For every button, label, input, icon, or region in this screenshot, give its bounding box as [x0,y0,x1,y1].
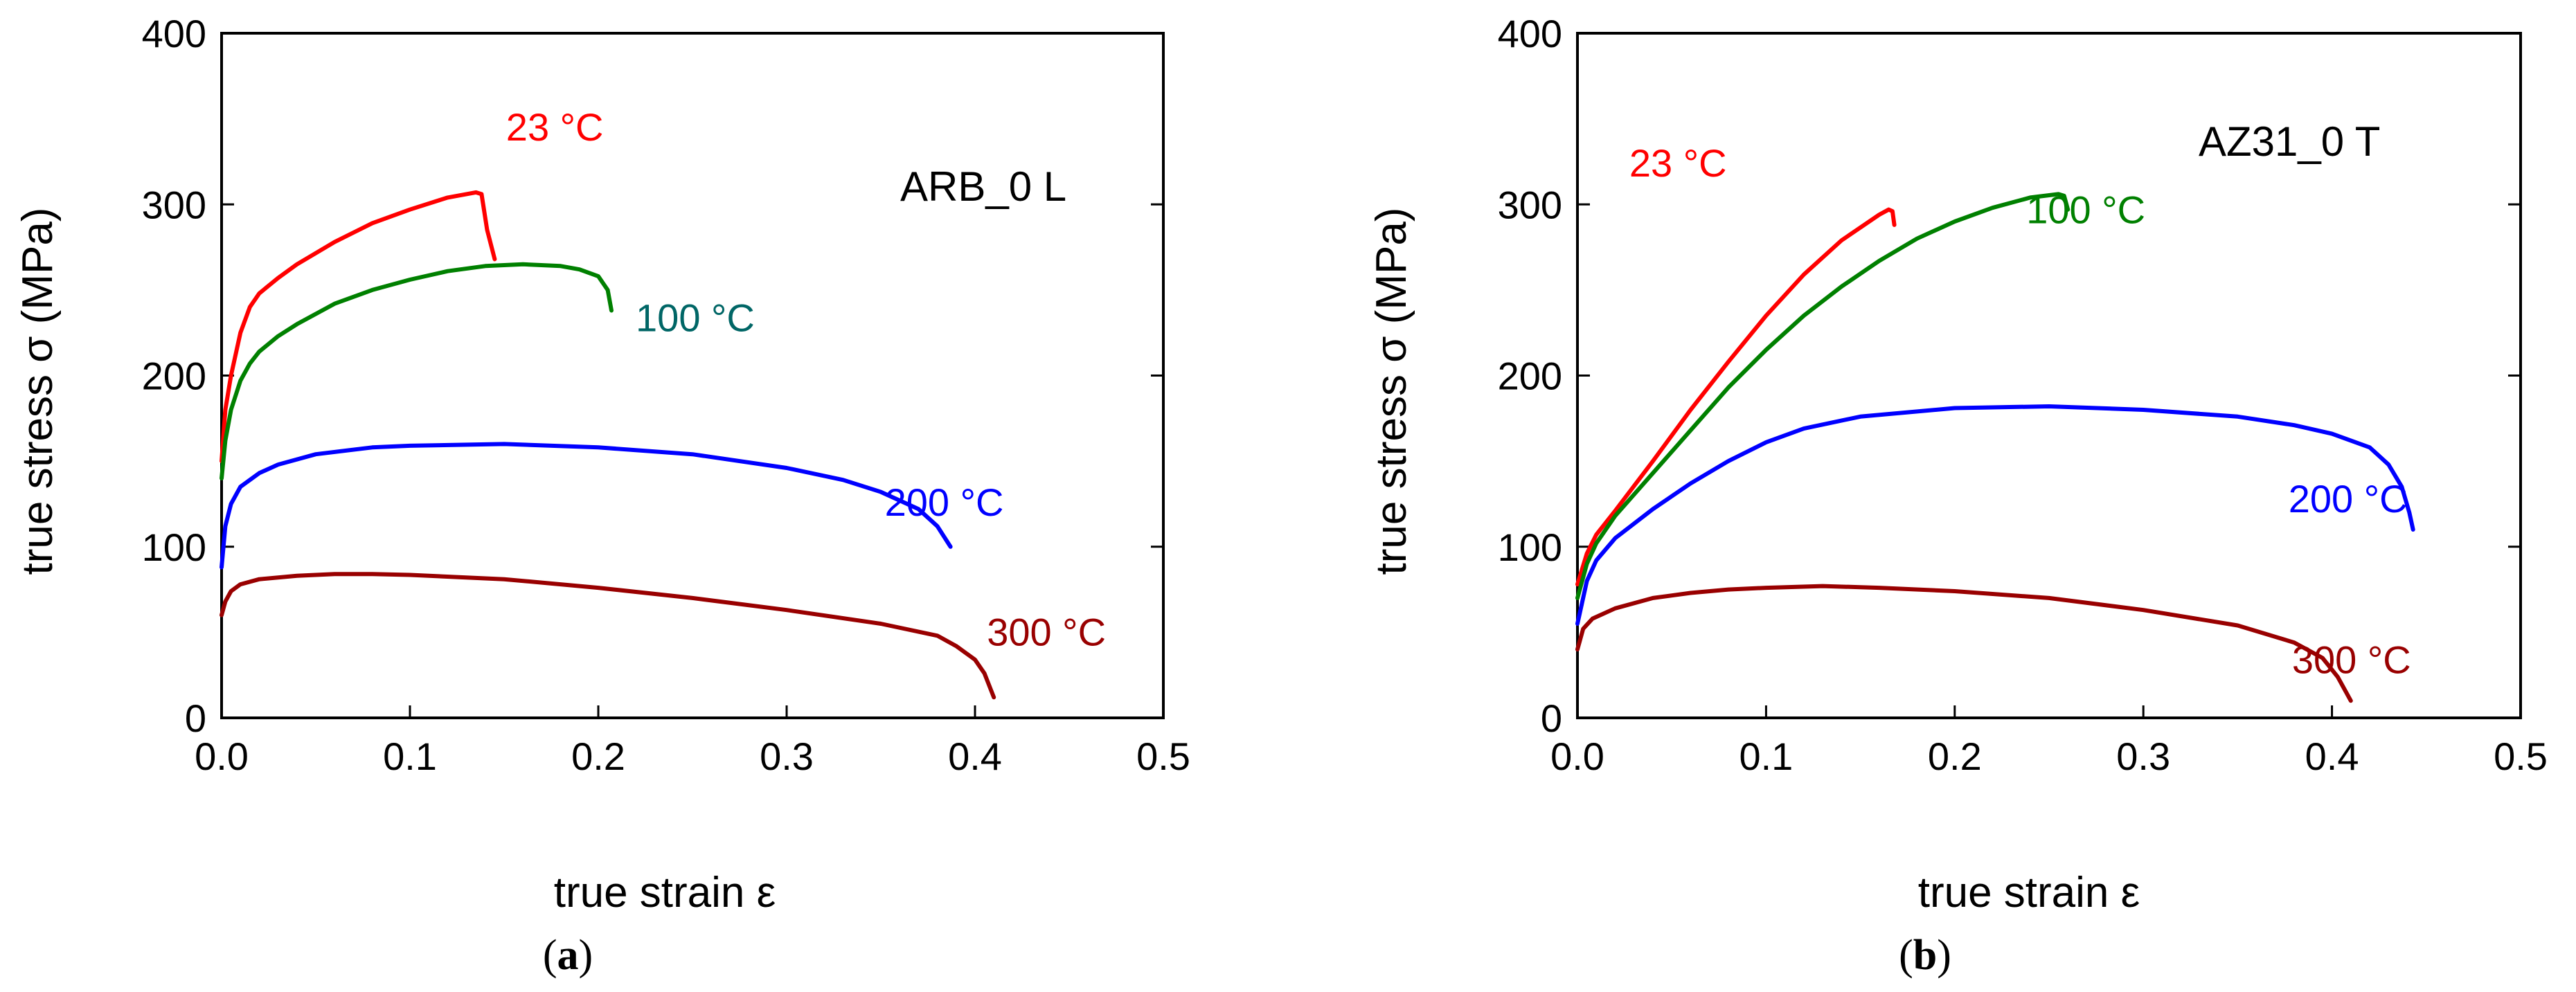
panel-b-x-tick-label: 0.1 [1739,734,1793,778]
panel-a-x-tick-label: 0.2 [571,734,625,778]
panel-b-series-label: 200 °C [2289,477,2408,521]
panel-a-y-tick-label: 100 [142,525,206,569]
panel-b-x-axis-title: true strain ε [1918,869,2140,917]
panel-a-series-line [220,442,953,570]
panel-a-series-label: 23 °C [506,105,604,149]
panel-a-y-tick-label: 0 [185,696,206,740]
panel-a-chart: ARB_0 L true strain ε true stress σ (MPa… [14,12,1190,979]
panel-b-series-line [1575,584,2353,703]
panel-b-series-line [1575,192,2070,600]
panel-b-y-tick-label: 0 [1541,696,1562,740]
panel-a-x-tick-label: 0.4 [948,734,1002,778]
panel-b-x-tick-label: 0.2 [1928,734,1982,778]
panel-a-y-tick-label: 400 [142,12,206,55]
panel-b-label: AZ31_0 T [2199,118,2380,165]
panel-b-x-tick-label: 0.0 [1550,734,1604,778]
panel-a-series-label: 200 °C [885,480,1004,524]
panel-a-y-tick-label: 300 [142,183,206,226]
panel-b-y-tick-label: 400 [1498,12,1562,55]
panel-b-y-tick-label: 200 [1498,354,1562,398]
panel-a-x-tick-label: 0.0 [195,734,249,778]
panel-b-x-tick-label: 0.4 [2305,734,2359,778]
panel-a-y-tick-label: 200 [142,354,206,398]
panel-a-series-line [220,572,996,700]
panel-b-series-label: 300 °C [2292,638,2411,681]
panel-a-label: ARB_0 L [900,163,1066,210]
panel-b-x-tick-label: 0.3 [2116,734,2170,778]
panel-b-x-tick-label: 0.5 [2494,734,2548,778]
panel-b-caption: (b) [1899,932,1951,979]
panel-a-series-label: 300 °C [987,610,1106,653]
panel-b-chart: AZ31_0 T true strain ε true stress σ (MP… [1368,12,2548,979]
panel-b-series-line [1575,207,1897,587]
panel-a-x-tick-label: 0.1 [383,734,437,778]
panel-a-y-axis-title: true stress σ (MPa) [14,208,62,575]
panel-b-y-axis-title: true stress σ (MPa) [1368,208,1415,575]
panel-a-x-tick-label: 0.5 [1136,734,1190,778]
panel-b-y-tick-label: 300 [1498,183,1562,226]
panel-a-series-line [220,190,497,464]
panel-a-x-tick-label: 0.3 [760,734,814,778]
panel-a-caption: (a) [543,932,593,979]
panel-a-x-axis-title: true strain ε [554,869,776,917]
panel-b-y-tick-label: 100 [1498,525,1562,569]
panel-b-series-line [1575,404,2415,626]
panel-a-series-label: 100 °C [636,296,755,340]
panel-b-series-label: 100 °C [2026,188,2145,232]
panel-a-series-line [220,262,614,480]
panel-b-series-label: 23 °C [1629,141,1727,185]
